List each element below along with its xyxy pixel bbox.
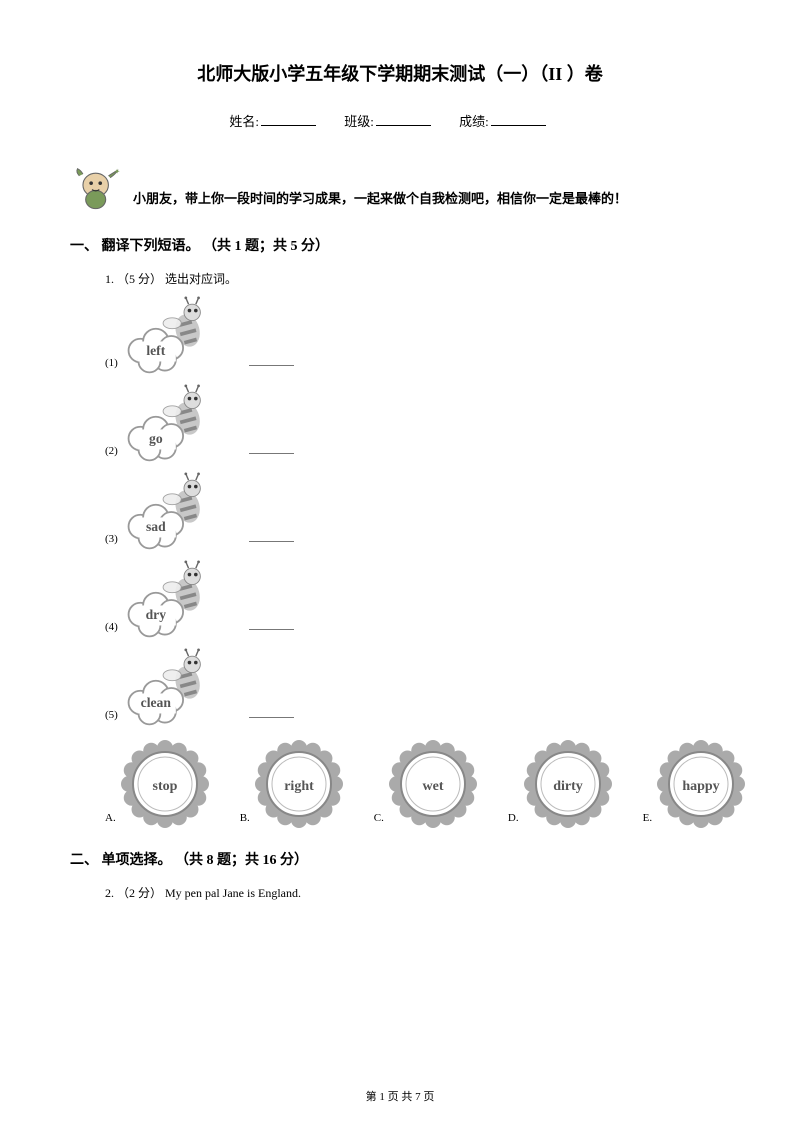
option-letter: B. [240, 812, 250, 834]
page-title: 北师大版小学五年级下学期期末测试（一）（II ）卷 [70, 60, 730, 86]
option-letter: E. [643, 812, 652, 834]
option-badge[interactable]: dirty [523, 739, 643, 834]
item-number: (1) [105, 357, 118, 381]
name-blank[interactable] [261, 125, 316, 126]
svg-text:dry: dry [145, 607, 166, 622]
item-row: (4) dry [105, 563, 730, 645]
option-badge[interactable]: happy [656, 739, 776, 834]
mascot-icon: ✦ [70, 165, 125, 215]
option-letter: A. [105, 812, 116, 834]
intro-row: ✦ 小朋友，带上你一段时间的学习成果，一起来做个自我检测吧，相信你一定是最棒的！ [70, 165, 730, 215]
answer-blank[interactable] [249, 541, 294, 542]
svg-text:dirty: dirty [553, 779, 583, 794]
class-label: 班级: [344, 114, 374, 129]
student-info: 姓名: 班级: 成绩: [70, 111, 730, 130]
section2-header: 二、 单项选择。 （共 8 题；共 16 分） [70, 849, 730, 869]
answer-blank[interactable] [249, 629, 294, 630]
q1-prefix: 1. （5 分） 选出对应词。 [105, 270, 730, 287]
svg-text:left: left [146, 343, 165, 358]
score-label: 成绩: [459, 114, 489, 129]
item-number: (4) [105, 621, 118, 645]
class-blank[interactable] [376, 125, 431, 126]
svg-text:go: go [149, 431, 163, 446]
item-row: (3) sad [105, 475, 730, 557]
answer-blank[interactable] [249, 453, 294, 454]
bee-cloud-icon: dry [124, 560, 224, 645]
svg-text:right: right [284, 779, 314, 794]
option-letter: C. [374, 812, 384, 834]
item-row: (5) clean [105, 651, 730, 733]
name-label: 姓名: [229, 114, 259, 129]
section1-header: 一、 翻译下列短语。 （共 1 题；共 5 分） [70, 235, 730, 255]
bee-cloud-icon: sad [124, 472, 224, 557]
answer-blank[interactable] [249, 365, 294, 366]
item-number: (3) [105, 533, 118, 557]
answer-blank[interactable] [249, 717, 294, 718]
option-badge[interactable]: right [254, 739, 374, 834]
options-row: A. stop B. right C. wet D. dirty E. happ… [105, 739, 730, 834]
option-badge[interactable]: stop [120, 739, 240, 834]
item-row: (1) left [105, 299, 730, 381]
bee-cloud-icon: left [124, 296, 224, 381]
item-row: (2) go [105, 387, 730, 469]
bee-cloud-icon: go [124, 384, 224, 469]
score-blank[interactable] [491, 125, 546, 126]
bee-cloud-icon: clean [124, 648, 224, 733]
option-badge[interactable]: wet [388, 739, 508, 834]
svg-text:sad: sad [146, 519, 166, 534]
item-number: (2) [105, 445, 118, 469]
svg-text:happy: happy [682, 779, 719, 794]
page-footer: 第 1 页 共 7 页 [0, 1088, 800, 1104]
svg-text:wet: wet [422, 779, 443, 794]
intro-text: 小朋友，带上你一段时间的学习成果，一起来做个自我检测吧，相信你一定是最棒的！ [133, 188, 627, 215]
item-number: (5) [105, 709, 118, 733]
svg-text:clean: clean [141, 695, 172, 710]
q2-text: 2. （2 分） My pen pal Jane is England. [105, 884, 730, 901]
option-letter: D. [508, 812, 519, 834]
svg-text:✦: ✦ [114, 168, 120, 176]
svg-text:stop: stop [152, 779, 177, 794]
